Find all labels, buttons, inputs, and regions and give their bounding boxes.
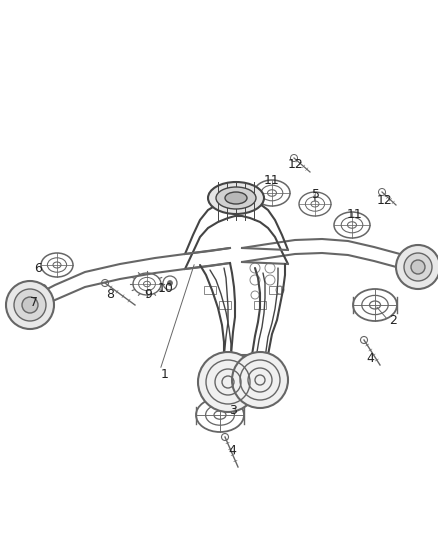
Circle shape xyxy=(404,253,432,281)
Text: 4: 4 xyxy=(366,351,374,365)
Circle shape xyxy=(232,352,288,408)
Circle shape xyxy=(167,280,173,286)
Text: 7: 7 xyxy=(30,295,38,309)
Circle shape xyxy=(396,245,438,289)
Circle shape xyxy=(22,297,38,313)
Ellipse shape xyxy=(216,187,256,209)
Circle shape xyxy=(411,260,425,274)
Bar xyxy=(269,286,281,294)
Text: 11: 11 xyxy=(347,208,363,222)
Text: 1: 1 xyxy=(161,368,169,382)
Bar xyxy=(204,286,216,294)
Text: 10: 10 xyxy=(158,281,174,295)
Text: 12: 12 xyxy=(377,193,393,206)
Circle shape xyxy=(198,352,258,412)
Bar xyxy=(254,301,266,309)
Text: 2: 2 xyxy=(389,313,397,327)
Text: 3: 3 xyxy=(229,403,237,416)
Text: 9: 9 xyxy=(144,287,152,301)
Circle shape xyxy=(6,281,54,329)
Ellipse shape xyxy=(208,182,264,214)
Text: 12: 12 xyxy=(288,158,304,172)
Text: 4: 4 xyxy=(228,443,236,456)
Text: 6: 6 xyxy=(34,262,42,274)
Text: 5: 5 xyxy=(312,189,320,201)
Text: 11: 11 xyxy=(264,174,280,187)
Bar xyxy=(219,301,231,309)
Text: 8: 8 xyxy=(106,288,114,302)
Ellipse shape xyxy=(225,192,247,204)
Circle shape xyxy=(14,289,46,321)
